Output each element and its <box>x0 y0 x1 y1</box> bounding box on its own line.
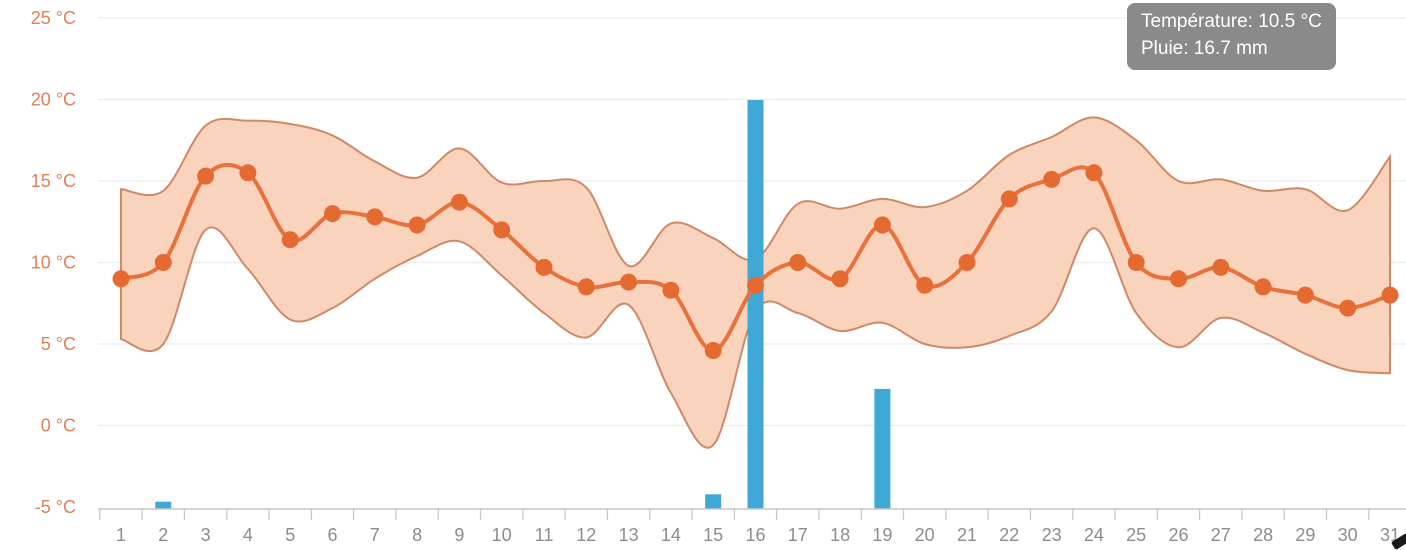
x-axis-label: 17 <box>788 525 808 545</box>
x-axis-label: 12 <box>576 525 596 545</box>
data-point-marker[interactable] <box>1085 164 1103 182</box>
x-axis-label: 10 <box>492 525 512 545</box>
x-axis-label: 23 <box>1042 525 1062 545</box>
y-axis-label: 5 °C <box>41 334 76 354</box>
rain-bar[interactable] <box>874 389 891 509</box>
y-axis-label: 0 °C <box>41 416 76 436</box>
data-point-marker[interactable] <box>493 221 511 239</box>
x-axis-label: 14 <box>661 525 681 545</box>
data-point-marker[interactable] <box>1296 286 1314 304</box>
x-axis-label: 11 <box>535 525 554 545</box>
data-point-marker[interactable] <box>789 254 807 271</box>
x-axis-label: 5 <box>285 525 295 545</box>
y-axis-label: -5 °C <box>35 497 76 517</box>
data-point-marker[interactable] <box>1339 299 1357 317</box>
tooltip: Température: 10.5 °C Pluie: 16.7 mm <box>1127 3 1336 70</box>
x-axis-label: 30 <box>1338 525 1358 545</box>
x-axis-label: 29 <box>1295 525 1315 545</box>
x-axis-label: 4 <box>243 525 253 545</box>
x-axis-label: 2 <box>158 525 168 545</box>
data-point-marker[interactable] <box>1212 258 1230 276</box>
data-point-marker[interactable] <box>366 208 384 226</box>
data-point-marker[interactable] <box>450 193 468 211</box>
x-axis-label: 16 <box>745 525 765 545</box>
x-axis-label: 24 <box>1084 525 1104 545</box>
y-axis-label: 10 °C <box>31 253 76 273</box>
data-point-marker[interactable] <box>704 342 722 359</box>
y-axis-label: 15 °C <box>31 171 76 191</box>
tooltip-temperature: Température: 10.5 °C <box>1141 11 1322 32</box>
rain-bar[interactable] <box>705 494 722 509</box>
x-axis-label: 3 <box>201 525 211 545</box>
data-point-marker[interactable] <box>324 205 341 223</box>
x-axis-label: 25 <box>1126 525 1146 545</box>
data-point-marker[interactable] <box>281 231 299 249</box>
x-axis-label: 7 <box>370 525 380 545</box>
x-axis-label: 1 <box>116 525 126 545</box>
data-point-marker[interactable] <box>1381 286 1399 304</box>
data-point-marker[interactable] <box>916 276 934 294</box>
x-axis-label: 6 <box>327 525 337 545</box>
x-axis-label: 15 <box>703 525 723 545</box>
x-axis-label: 22 <box>999 525 1019 545</box>
rain-bar[interactable] <box>155 501 172 509</box>
data-point-marker[interactable] <box>831 270 849 288</box>
data-point-marker[interactable] <box>873 216 891 234</box>
y-axis-label: 25 °C <box>31 8 76 28</box>
data-point-marker[interactable] <box>662 281 680 299</box>
x-axis-label: 9 <box>454 525 464 545</box>
x-axis-label: 27 <box>1211 525 1231 545</box>
x-axis-label: 26 <box>1168 525 1188 545</box>
y-axis-label: 20 °C <box>31 90 76 110</box>
data-point-marker[interactable] <box>408 216 426 234</box>
x-axis-label: 13 <box>619 525 639 545</box>
data-point-marker[interactable] <box>1043 170 1061 188</box>
x-axis-label: 18 <box>830 525 850 545</box>
x-axis-label: 21 <box>957 525 977 545</box>
rain-bar[interactable] <box>747 100 764 509</box>
data-point-marker[interactable] <box>535 258 553 276</box>
data-point-marker[interactable] <box>112 270 130 288</box>
x-axis-label: 19 <box>872 525 892 545</box>
data-point-marker[interactable] <box>577 278 595 296</box>
x-axis-label: 8 <box>412 525 422 545</box>
data-point-marker[interactable] <box>620 273 638 291</box>
data-point-marker[interactable] <box>1170 270 1187 288</box>
data-point-marker[interactable] <box>1254 278 1272 296</box>
x-axis-label: 20 <box>915 525 935 545</box>
data-point-marker[interactable] <box>1127 254 1145 271</box>
data-point-marker[interactable] <box>747 276 764 294</box>
data-point-marker[interactable] <box>239 164 257 182</box>
data-point-marker[interactable] <box>197 167 215 185</box>
tooltip-rain: Pluie: 16.7 mm <box>1141 38 1268 59</box>
data-point-marker[interactable] <box>154 254 172 271</box>
x-axis-label: 28 <box>1253 525 1273 545</box>
data-point-marker[interactable] <box>1000 190 1018 208</box>
data-point-marker[interactable] <box>958 254 976 271</box>
